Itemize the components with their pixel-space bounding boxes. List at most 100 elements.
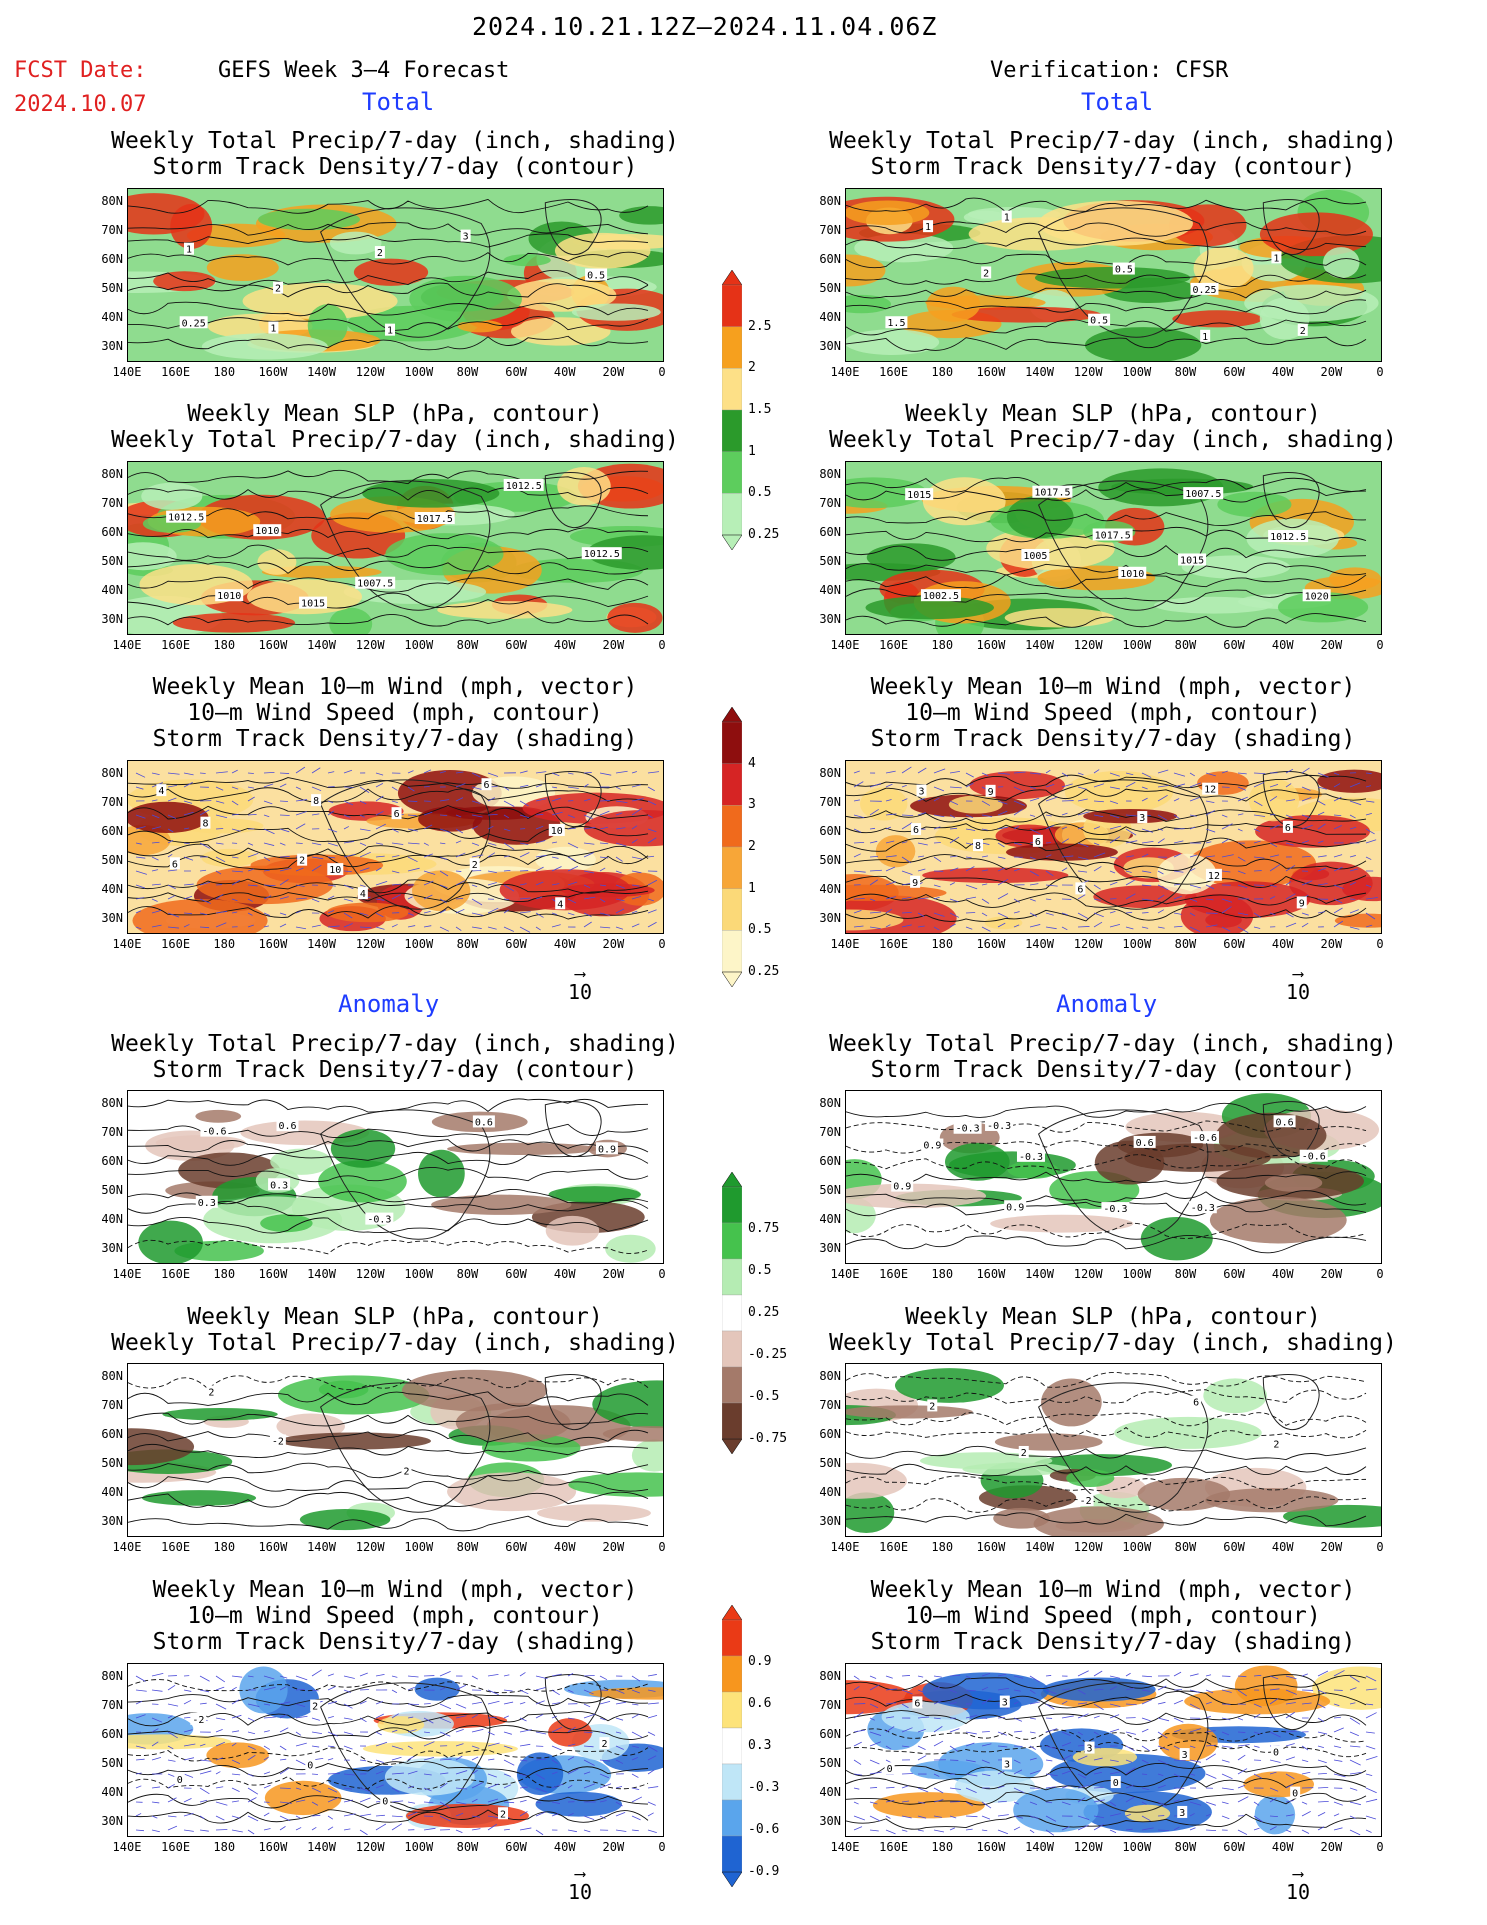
wind-vector: [135, 1689, 147, 1692]
contour-line: [128, 611, 649, 627]
longitude-label: 120W: [1073, 365, 1103, 379]
wind-vector: [1173, 1717, 1184, 1723]
wind-vector: [455, 1703, 467, 1709]
wind-vector: [1013, 786, 1025, 793]
wind-vector: [455, 852, 466, 858]
wind-vector: [981, 1731, 990, 1733]
wind-vector: [279, 1801, 292, 1804]
wind-vector: [949, 898, 959, 903]
wind-vector: [487, 1798, 499, 1803]
wind-vector: [933, 896, 940, 900]
wind-vector: [615, 1759, 624, 1764]
shading-blob: [172, 612, 296, 633]
wind-vector: [551, 866, 562, 872]
contour-line: [128, 1462, 649, 1480]
shading-blob: [1264, 1173, 1323, 1192]
longitude-label: 100W: [404, 638, 434, 652]
wind-vector: [407, 1703, 420, 1706]
wind-vector: [167, 1797, 177, 1803]
contour-label: -0.3: [367, 1215, 391, 1226]
wind-vector: [215, 1757, 224, 1761]
wind-vector: [583, 1759, 595, 1766]
wind-vector: [327, 925, 340, 928]
wind-vector: [567, 1673, 574, 1677]
wind-vector: [1189, 1673, 1199, 1677]
shading-blob: [1248, 778, 1300, 822]
wind-vector: [885, 799, 892, 802]
wind-vector: [423, 842, 429, 846]
wind-vector: [885, 826, 892, 830]
contour-label: 1: [1273, 253, 1279, 264]
wind-vector: [375, 1741, 388, 1747]
wind-vector: [917, 1815, 927, 1819]
wind-vector: [1029, 1745, 1036, 1750]
wind-vector: [1077, 1824, 1089, 1831]
contour-label: 0: [382, 1797, 388, 1808]
wind-vector: [295, 1787, 302, 1790]
wind-vector: [455, 1684, 467, 1691]
wind-vector: [359, 1813, 372, 1817]
wind-vector: [1077, 826, 1084, 830]
wind-vector: [471, 786, 482, 790]
shading-blob: [846, 1492, 895, 1533]
wind-vector: [471, 842, 480, 846]
wind-vector: [1045, 1675, 1052, 1677]
longitude-label: 80W: [456, 1267, 479, 1281]
wind-vector: [295, 1703, 306, 1708]
wind-vector: [1333, 920, 1344, 928]
wind-vector: [407, 925, 416, 928]
wind-vector: [1317, 1731, 1328, 1735]
wind-vector: [647, 1715, 658, 1719]
wind-vector: [295, 1799, 306, 1803]
longitude-label: 40W: [553, 638, 576, 652]
contour-line: [128, 1515, 649, 1532]
contour-line: [846, 613, 1367, 628]
wind-vector: [1013, 1826, 1021, 1831]
wind-vector: [215, 893, 224, 900]
wind-vector: [551, 1726, 563, 1733]
wind-vector: [1365, 785, 1372, 788]
wind-vector: [615, 1689, 625, 1694]
wind-vector: [933, 926, 940, 931]
wind-vector: [263, 800, 273, 805]
wind-vector: [647, 1786, 659, 1789]
wind-vector: [295, 811, 307, 816]
contour-label: 2: [1021, 1448, 1027, 1459]
wind-vector: [583, 852, 594, 858]
wind-vector: [1301, 840, 1310, 844]
panel-title: Weekly Total Precip/7-day (inch, shading…: [111, 1031, 679, 1083]
vector-reference-forecast-total: ⟶ 10: [567, 964, 593, 1005]
wind-vector: [1125, 1703, 1137, 1706]
shading-blob: [994, 1433, 1103, 1451]
wind-vector: [917, 1801, 925, 1804]
wind-vector: [407, 896, 413, 900]
wind-vector: [933, 814, 945, 818]
shading-blob: [141, 482, 203, 510]
wind-vector: [167, 884, 176, 890]
wind-vector: [231, 879, 241, 886]
wind-vector: [375, 867, 382, 872]
wind-vector: [247, 1787, 259, 1795]
wind-vector: [439, 1772, 449, 1775]
wind-vector: [391, 1756, 402, 1761]
panel-title: Weekly Mean SLP (hPa, contour) Weekly Tot…: [829, 401, 1397, 453]
contour-line: [846, 336, 1367, 352]
wind-vector: [583, 842, 595, 845]
shading-blob: [258, 208, 360, 231]
wind-vector: [327, 810, 335, 816]
contour-label: 2: [299, 856, 305, 867]
wind-vector: [917, 1787, 929, 1793]
contour-label-bg: [268, 321, 279, 334]
wind-vector: [551, 841, 558, 844]
wind-vector: [1317, 911, 1326, 914]
wind-vector: [1253, 926, 1261, 929]
wind-vector: [391, 1713, 399, 1719]
contour-line: [128, 878, 649, 894]
wind-vector: [215, 1829, 228, 1831]
latitude-label: 30N: [819, 1814, 841, 1828]
wind-vector: [1237, 772, 1247, 775]
colorbar-segment: [721, 1402, 743, 1440]
contour-label: 3: [463, 232, 469, 243]
wind-vector: [1237, 870, 1246, 875]
wind-vector: [1013, 1689, 1021, 1692]
